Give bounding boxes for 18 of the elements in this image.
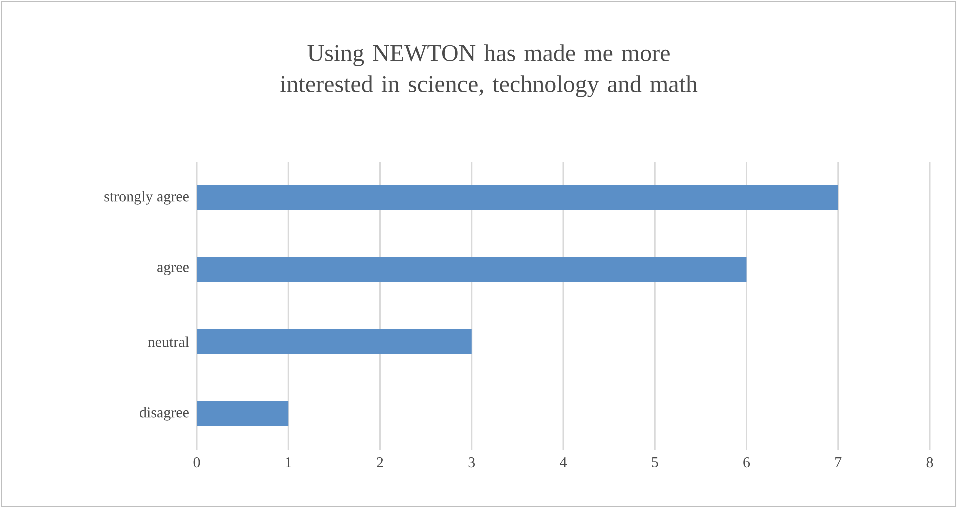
bar <box>197 402 289 427</box>
x-tick-label: 7 <box>836 458 842 468</box>
x-tick-label: 5 <box>652 458 658 468</box>
x-tick-label: 3 <box>468 458 476 468</box>
x-tick-label: 8 <box>926 458 934 468</box>
chart-title: Using NEWTON has made me more interested in science, technology and math <box>280 44 698 98</box>
x-tick-label: 0 <box>194 458 200 468</box>
y-tick-label: disagree <box>140 407 189 421</box>
bar <box>197 186 838 211</box>
bar <box>197 330 472 355</box>
y-tick-label: neutral <box>148 336 190 348</box>
x-tick-label: 6 <box>744 458 750 468</box>
x-tick-label: 2 <box>377 458 384 468</box>
y-tick-label: strongly agree <box>104 191 189 205</box>
bar <box>197 258 747 283</box>
x-tick-label: 1 <box>286 458 292 468</box>
y-tick-label: agree <box>158 264 189 276</box>
x-tick-label: 4 <box>560 458 568 468</box>
